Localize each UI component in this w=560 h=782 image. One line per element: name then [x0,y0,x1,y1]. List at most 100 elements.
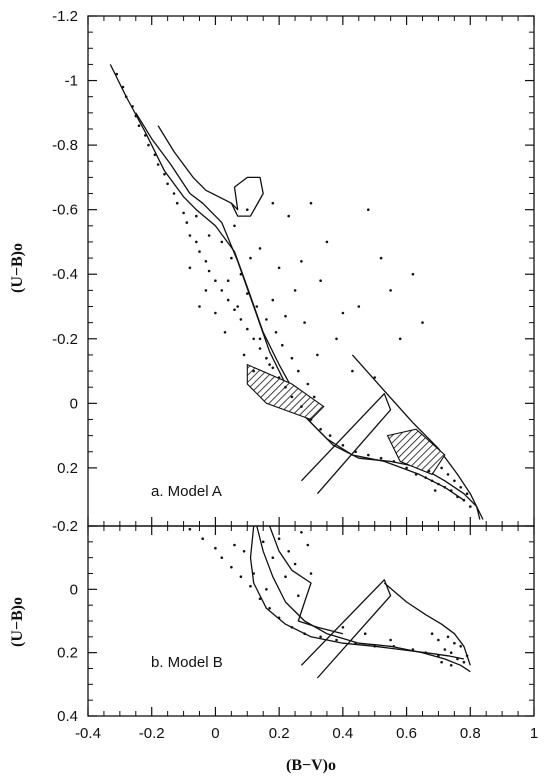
data-point-b-37 [284,575,287,578]
data-point-a-54 [440,466,443,470]
data-point-a-27 [252,337,255,341]
data-point-b-36 [306,543,310,547]
panel-a-plot-area [109,64,484,520]
model-track-a-4 [300,393,392,495]
data-point-b-28 [430,632,434,635]
data-point-a-52 [469,505,472,508]
data-point-a-32 [284,385,287,389]
y-tick-label: -0.2 [52,518,78,535]
data-point-b-47 [363,632,367,635]
data-point-a-29 [265,356,268,360]
panel-b-ylabel: (U−B)o [9,597,26,647]
data-point-a-22 [220,289,224,292]
data-point-a-21 [214,279,217,283]
panel-b-plot-area [188,526,471,679]
panel-a-label: a. Model A [151,483,222,500]
data-point-a-38 [341,444,345,447]
data-point-a-86 [271,298,275,302]
data-point-a-90 [277,266,281,270]
data-point-a-31 [277,376,281,379]
model-track-b-2 [268,526,344,635]
x-tick-label: 1 [530,725,538,742]
data-point-a-63 [230,256,233,260]
panel-model-b: -0.200.20.4-0.4 -0.2 0 0.2 0.4 0.6 0.8 1 (U−B)o… [9,518,538,774]
data-point-b-4 [230,565,233,569]
data-point-b-34 [293,562,297,566]
data-point-a-106 [398,337,402,341]
data-point-a-77 [249,256,252,260]
data-point-a-41 [379,456,383,460]
y-tick-label: -0.8 [52,137,78,154]
data-point-a-47 [437,482,440,486]
data-point-a-99 [341,311,345,315]
data-point-a-45 [424,476,428,479]
data-point-a-62 [220,240,224,244]
data-point-a-6 [144,134,147,137]
data-point-a-51 [462,498,466,502]
data-point-a-7 [147,143,150,147]
data-point-a-82 [242,353,246,357]
data-point-a-69 [274,331,278,334]
model-track-a-2 [157,125,264,217]
data-point-a-81 [223,331,227,334]
data-point-a-70 [258,337,262,341]
data-point-a-5 [137,124,141,127]
data-point-a-96 [325,240,329,244]
data-point-b-27 [459,645,463,648]
data-point-a-2 [124,95,128,98]
data-point-a-57 [459,486,463,489]
x-tick-label: 0.8 [460,725,481,742]
data-point-a-67 [255,305,259,308]
data-point-b-14 [354,641,357,645]
data-point-b-0 [188,527,192,531]
data-point-b-35 [300,531,303,534]
data-point-a-78 [236,305,239,308]
data-point-a-58 [427,469,431,473]
data-point-a-55 [453,479,456,483]
data-point-b-18 [424,651,428,654]
data-point-a-107 [367,208,370,211]
data-point-a-44 [414,473,418,476]
data-point-b-23 [462,660,466,664]
data-point-b-46 [341,626,345,629]
panel-a-ticks: -1.2 -1 -0.8 -0.6 -0.4 -0.2 0 0.2 [52,8,535,526]
data-point-a-40 [367,453,370,457]
data-point-b-41 [242,550,246,553]
data-point-a-15 [185,221,189,224]
data-point-a-109 [246,208,249,211]
data-point-a-35 [309,418,313,421]
data-point-b-39 [261,540,265,544]
data-point-b-20 [443,648,447,651]
data-point-a-103 [389,289,392,292]
data-point-a-74 [297,369,300,373]
model-track-a-1 [135,112,465,501]
model-track-b-3 [383,582,471,666]
x-tick-label: 0.6 [396,725,417,742]
model-track-a-3 [351,354,484,520]
data-point-a-91 [293,289,297,292]
model-track-b-0 [256,526,471,673]
data-point-a-36 [319,427,322,431]
data-point-a-75 [306,382,310,386]
data-point-b-10 [290,626,294,629]
panel-model-a: -1.2 -1 -0.8 -0.6 -0.4 -0.2 0 0.2 (U−B)o a. Mod… [9,8,535,527]
data-point-a-0 [115,72,118,76]
hatched-region-a-5 [246,363,325,421]
data-point-b-19 [437,654,440,658]
data-point-b-29 [465,654,469,658]
data-point-b-26 [453,641,456,645]
data-point-b-15 [373,645,377,648]
data-point-a-11 [166,182,169,186]
data-point-a-94 [287,214,291,218]
data-point-a-66 [246,292,249,295]
data-point-a-14 [182,211,185,215]
data-point-a-17 [195,240,198,244]
data-point-a-83 [252,369,255,373]
data-point-b-42 [309,572,313,575]
data-point-a-16 [188,234,192,237]
data-point-a-101 [357,305,361,308]
data-point-b-11 [303,632,306,635]
data-point-a-72 [290,356,294,360]
data-point-a-102 [379,256,383,260]
